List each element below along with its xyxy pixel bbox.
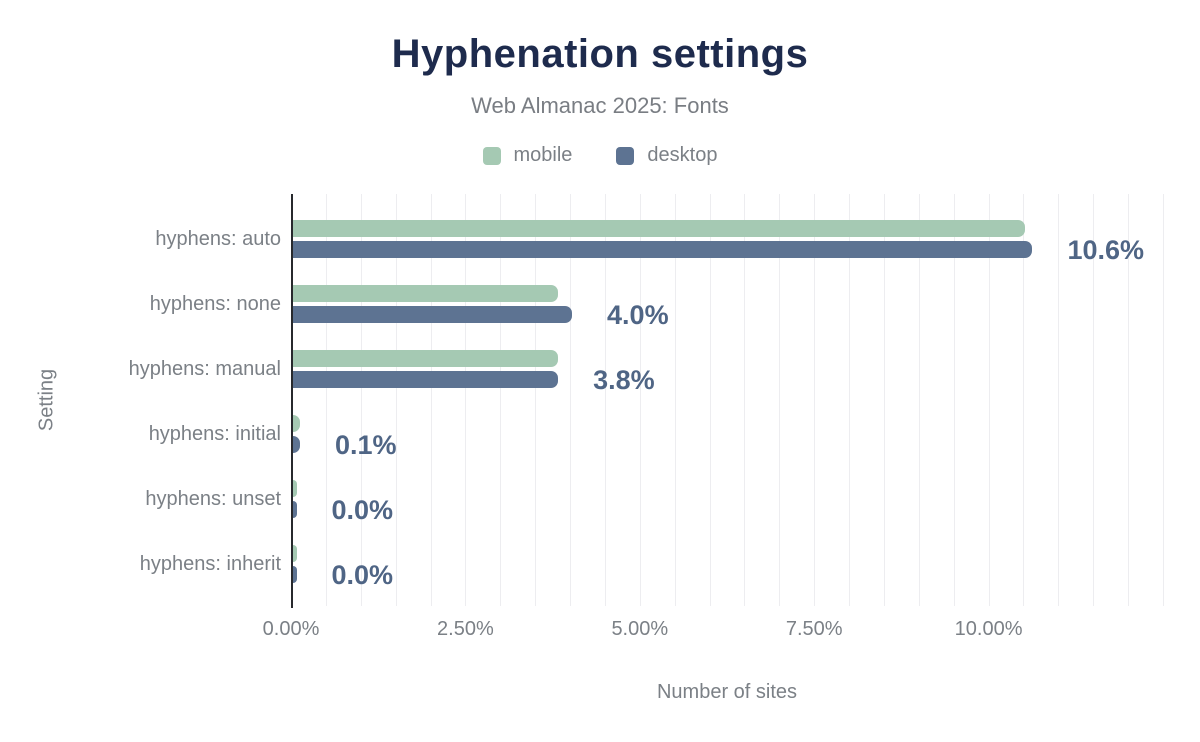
gridline	[395, 194, 397, 606]
bar-desktop	[293, 241, 1033, 258]
bar-mobile	[293, 480, 297, 497]
x-tick-label: 0.00%	[262, 618, 320, 640]
bar-mobile	[293, 220, 1026, 237]
y-axis-title: Setting	[35, 368, 58, 432]
chart-subtitle: Web Almanac 2025: Fonts	[471, 93, 729, 118]
gridline	[1058, 194, 1060, 606]
value-label: 0.0%	[331, 559, 394, 590]
x-tick-label: 2.50%	[437, 618, 494, 640]
legend-swatch-mobile	[482, 146, 501, 165]
gridline	[849, 194, 851, 606]
bar-row: hyphens: manual 3.8%	[0, 337, 1200, 402]
category-label: hyphens: initial	[148, 422, 281, 445]
gridline	[1163, 194, 1164, 606]
legend-item-mobile: mobile	[482, 144, 573, 167]
category-label: hyphens: none	[149, 292, 281, 315]
value-label: 10.6%	[1067, 234, 1145, 265]
bar-desktop	[293, 436, 300, 453]
bar-mobile	[293, 350, 559, 367]
gridline	[779, 194, 781, 606]
gridline	[430, 194, 432, 606]
gridline	[604, 194, 606, 606]
gridline	[1093, 194, 1095, 606]
bar-row: hyphens: unset 0.0%	[0, 467, 1200, 532]
bar-row: hyphens: initial 0.1%	[0, 402, 1200, 467]
legend: mobile desktop	[0, 144, 1200, 167]
bar-row: hyphens: inherit 0.0%	[0, 532, 1200, 597]
gridline	[360, 194, 362, 606]
bar-mobile	[293, 545, 297, 562]
category-label: hyphens: unset	[145, 487, 281, 510]
gridline	[918, 194, 920, 606]
bar-desktop	[293, 306, 573, 323]
chart-title: Hyphenation settings	[391, 32, 809, 76]
y-axis-line	[291, 194, 293, 608]
value-label: 0.1%	[334, 429, 397, 460]
x-axis-title: Number of sites	[656, 681, 798, 703]
x-tick-label: 10.00%	[954, 618, 1023, 640]
gridline	[988, 194, 990, 606]
gridline	[325, 194, 327, 606]
gridline	[709, 194, 711, 606]
gridline	[953, 194, 955, 606]
category-label: hyphens: auto	[155, 227, 281, 250]
bar-desktop	[293, 371, 559, 388]
gridline	[1128, 194, 1130, 606]
gridline	[744, 194, 746, 606]
gridline	[465, 194, 467, 606]
legend-item-desktop: desktop	[616, 144, 717, 167]
gridline	[814, 194, 816, 606]
bar-row: hyphens: none 4.0%	[0, 272, 1200, 337]
x-tick-label: 5.00%	[611, 618, 669, 640]
gridline	[883, 194, 885, 606]
gridline	[1023, 194, 1025, 606]
bar-desktop	[293, 566, 297, 583]
legend-label-desktop: desktop	[647, 144, 718, 166]
gridline	[500, 194, 502, 606]
category-label: hyphens: manual	[128, 357, 281, 380]
gridline	[570, 194, 572, 606]
gridline	[535, 194, 537, 606]
legend-label-mobile: mobile	[513, 144, 573, 166]
bar-mobile	[293, 415, 300, 432]
bar-desktop	[293, 501, 297, 518]
gridline	[674, 194, 676, 606]
x-tick-label: 7.50%	[785, 618, 843, 640]
gridline	[639, 194, 641, 606]
value-label: 3.8%	[593, 364, 655, 395]
value-label: 0.0%	[331, 494, 394, 525]
bar-mobile	[293, 285, 559, 302]
bar-row: hyphens: auto 10.6%	[0, 207, 1200, 272]
category-label: hyphens: inherit	[139, 552, 281, 575]
legend-swatch-desktop	[616, 146, 635, 165]
value-label: 4.0%	[607, 299, 669, 330]
